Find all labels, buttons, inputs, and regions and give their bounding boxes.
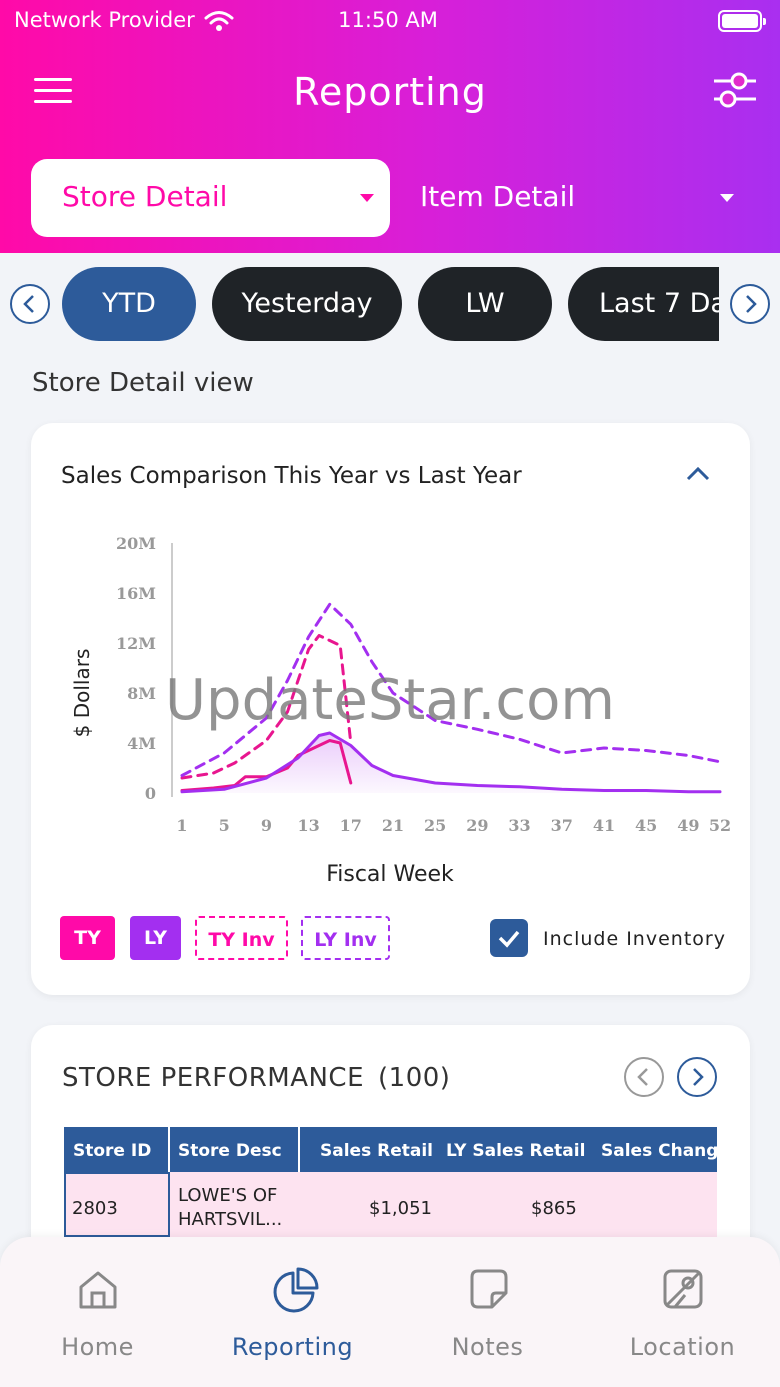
col-ly-sales-retail[interactable]: LY Sales Retail	[446, 1141, 586, 1161]
period-last-7-days[interactable]: Last 7 Da	[568, 267, 719, 341]
store-id-cell[interactable]: 2803	[64, 1172, 170, 1237]
item-detail-dropdown[interactable]: Item Detail	[420, 159, 750, 237]
tab-notes-label: Notes	[451, 1333, 524, 1361]
store-detail-label: Store Detail	[62, 180, 228, 213]
tab-location-label: Location	[629, 1333, 736, 1361]
store-performance-title: STORE PERFORMANCE (100)	[62, 1063, 450, 1093]
checkmark-icon	[498, 930, 520, 948]
chevron-up-icon[interactable]	[686, 465, 710, 483]
home-icon	[79, 1271, 117, 1309]
x-axis-label: Fiscal Week	[326, 862, 454, 887]
ly-sales-retail-value: $865	[531, 1198, 577, 1219]
chevron-right-icon	[746, 295, 757, 313]
sales-comparison-card: Sales Comparison This Year vs Last Year …	[31, 423, 750, 995]
series-ty-line	[180, 739, 353, 792]
x-tick-label: 21	[382, 816, 404, 835]
sales-retail-value: $1,051	[369, 1198, 432, 1219]
x-tick-label: 33	[508, 816, 530, 835]
chevron-right-icon	[693, 1068, 704, 1086]
legend-ly-inv[interactable]: LY Inv	[301, 916, 390, 960]
x-tick-label: 9	[261, 816, 272, 835]
tab-home[interactable]: Home	[0, 1237, 195, 1387]
y-axis-label: $ Dollars	[70, 649, 94, 738]
network-provider: Network Provider	[14, 8, 195, 32]
legend-ty[interactable]: TY	[60, 916, 115, 960]
store-performance-table: Store ID Store Desc Sales Retail LY Sale…	[64, 1127, 719, 1237]
period-next-button[interactable]	[730, 284, 770, 324]
x-tick-label: 25	[424, 816, 446, 835]
tab-reporting[interactable]: Reporting	[195, 1237, 390, 1387]
bottom-navigation: Home Reporting Notes Location	[0, 1237, 780, 1387]
hamburger-menu-icon[interactable]	[34, 78, 72, 104]
y-tick-label: 16M	[116, 584, 156, 603]
chevron-down-icon	[360, 194, 374, 202]
include-inventory-checkbox[interactable]	[490, 919, 528, 957]
tab-location[interactable]: Location	[585, 1237, 780, 1387]
wifi-icon	[204, 11, 234, 31]
period-yesterday[interactable]: Yesterday	[212, 267, 402, 341]
table-prev-button[interactable]	[624, 1057, 664, 1097]
store-desc-line1: LOWE'S OF	[178, 1185, 278, 1206]
table-row[interactable]: 2803 LOWE'S OF HARTSVIL... $1,051 $865	[64, 1172, 717, 1237]
col-sales-change[interactable]: Sales Chang	[601, 1141, 719, 1161]
performance-heading: STORE PERFORMANCE	[62, 1063, 365, 1093]
legend-ty-inv[interactable]: TY Inv	[195, 916, 288, 960]
store-desc-line2: HARTSVIL...	[178, 1209, 283, 1230]
y-tick-label: 4M	[127, 734, 156, 753]
tab-notes[interactable]: Notes	[390, 1237, 585, 1387]
x-tick-label: 45	[635, 816, 657, 835]
period-lw[interactable]: LW	[418, 267, 552, 341]
tab-home-label: Home	[61, 1333, 134, 1361]
series-ty-inv-line	[180, 634, 353, 780]
table-next-button[interactable]	[677, 1057, 717, 1097]
performance-count: (100)	[378, 1063, 451, 1093]
table-header: Store ID Store Desc Sales Retail LY Sale…	[64, 1127, 719, 1172]
period-ytd[interactable]: YTD	[62, 267, 196, 341]
store-id-value: 2803	[72, 1198, 118, 1219]
legend-ly[interactable]: LY	[130, 916, 181, 960]
battery-icon	[718, 10, 766, 32]
section-title: Store Detail view	[32, 368, 254, 398]
store-performance-card: STORE PERFORMANCE (100) Store ID Store De…	[31, 1025, 750, 1265]
col-store-id[interactable]: Store ID	[73, 1141, 152, 1161]
include-inventory-label: Include Inventory	[543, 928, 726, 950]
x-tick-label: 52	[709, 816, 731, 835]
y-tick-label: 8M	[127, 684, 156, 703]
x-tick-label: 49	[677, 816, 699, 835]
x-tick-label: 17	[340, 816, 362, 835]
note-icon	[470, 1269, 508, 1309]
x-tick-label: 5	[219, 816, 230, 835]
chart-title: Sales Comparison This Year vs Last Year	[61, 463, 522, 489]
status-bar: Network Provider 11:50 AM	[14, 6, 766, 36]
filter-sliders-icon[interactable]	[712, 70, 756, 110]
tab-reporting-label: Reporting	[231, 1333, 354, 1361]
clock: 11:50 AM	[338, 8, 438, 32]
chevron-left-icon	[23, 295, 34, 313]
period-prev-button[interactable]	[10, 284, 50, 324]
col-sales-retail[interactable]: Sales Retail	[320, 1141, 433, 1161]
pie-chart-icon	[273, 1267, 319, 1313]
x-tick-label: 1	[176, 816, 187, 835]
series-ly-line	[180, 731, 722, 794]
app-header: Network Provider 11:50 AM Reporting Stor…	[0, 0, 780, 253]
col-store-desc[interactable]: Store Desc	[178, 1141, 282, 1161]
map-location-icon	[663, 1269, 703, 1309]
series-ly-inv-line	[180, 602, 722, 777]
chevron-left-icon	[637, 1068, 648, 1086]
y-tick-label: 12M	[116, 634, 156, 653]
x-tick-label: 41	[593, 816, 615, 835]
x-tick-label: 29	[466, 816, 488, 835]
chevron-down-icon	[720, 194, 734, 202]
x-tick-label: 37	[551, 816, 573, 835]
y-tick-label: 0	[145, 784, 156, 803]
page-title: Reporting	[293, 70, 487, 114]
y-tick-label: 20M	[116, 534, 156, 553]
store-detail-dropdown[interactable]: Store Detail	[31, 159, 390, 237]
x-tick-label: 13	[297, 816, 319, 835]
item-detail-label: Item Detail	[420, 180, 576, 213]
